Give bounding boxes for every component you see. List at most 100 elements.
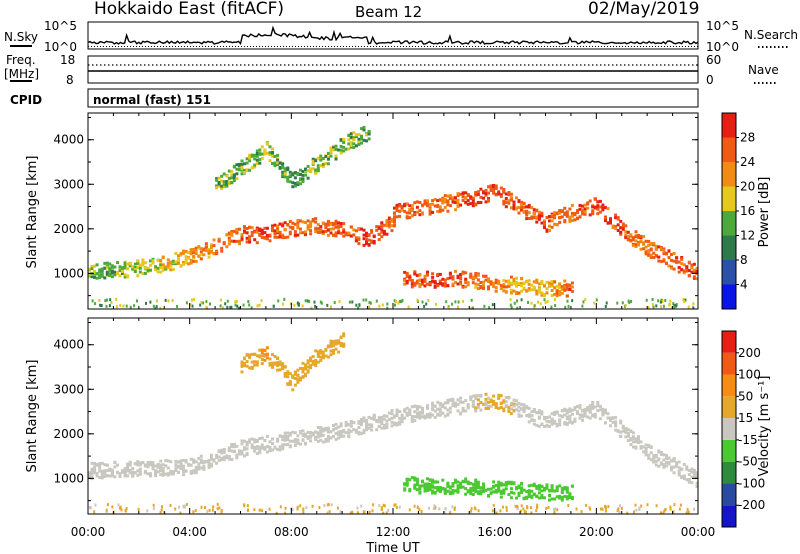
echo-cell [446, 408, 450, 412]
echo-cell [692, 275, 696, 279]
echo-cell [174, 463, 178, 467]
echo-cell [368, 301, 371, 305]
echo-cell [563, 494, 567, 498]
echo-cell [433, 280, 437, 284]
echo-cell [479, 195, 483, 199]
echo-cell [456, 194, 460, 197]
echo-cell [339, 422, 343, 426]
echo-cell [482, 484, 485, 488]
echo-cell [210, 462, 213, 466]
echo-cell [177, 254, 180, 258]
echo-cell [248, 240, 252, 244]
echo-cell [492, 402, 496, 406]
echo-cell [354, 239, 358, 243]
echo-cell [670, 258, 673, 262]
echo-cell [240, 159, 244, 163]
echo-cell [438, 407, 442, 411]
echo-cell [179, 467, 183, 471]
echo-cell [370, 423, 374, 427]
echo-cell [677, 270, 681, 274]
echo-cell [380, 235, 384, 239]
echo-cell [509, 303, 512, 307]
echo-cell [672, 471, 676, 475]
echo-cell [313, 300, 316, 304]
echo-cell [522, 202, 526, 206]
echo-cell [464, 280, 468, 284]
echo-cell [161, 467, 165, 470]
echo-cell [578, 215, 582, 219]
echo-cell [123, 471, 127, 475]
echo-cell [199, 303, 202, 307]
echo-cell [326, 228, 330, 232]
echo-cell [418, 201, 422, 204]
colorbar-tick-label: -200 [738, 498, 765, 512]
echo-cell [302, 511, 305, 515]
echo-cell [502, 285, 506, 289]
echo-cell [598, 405, 602, 408]
colorbar-tick-label: 200 [738, 346, 761, 360]
echo-cell [692, 268, 696, 272]
echo-cell [382, 232, 386, 236]
echo-cell [428, 415, 432, 419]
echo-cell [520, 504, 523, 508]
echo-cell [626, 428, 630, 432]
echo-cell [670, 253, 673, 256]
y-tick-label: 2000 [53, 222, 84, 236]
echo-cell [512, 408, 516, 412]
echo-cell [509, 192, 513, 196]
echo-cell [143, 271, 147, 275]
echo-cell [276, 357, 280, 360]
echo-cell [672, 252, 676, 255]
echo-cell [662, 259, 666, 263]
echo-cell [152, 507, 155, 511]
echo-cell [360, 431, 363, 435]
echo-cell [466, 283, 470, 287]
echo-cell [532, 408, 536, 411]
echo-cell [459, 400, 463, 404]
echo-cell [301, 434, 305, 437]
echo-cell [390, 409, 394, 412]
echo-cell [357, 133, 361, 137]
freq-label: Freq. [6, 53, 36, 67]
echo-cell [381, 303, 384, 307]
echo-cell [258, 148, 262, 152]
echo-cell [471, 204, 475, 208]
echo-cell [629, 438, 633, 442]
echo-cell [286, 370, 290, 374]
echo-cell [454, 478, 457, 482]
echo-cell [286, 375, 290, 379]
echo-cell [293, 176, 297, 180]
echo-cell [548, 229, 551, 232]
echo-cell [138, 266, 142, 270]
echo-cell [283, 434, 287, 438]
echo-cell [570, 214, 574, 218]
echo-cell [301, 304, 304, 308]
echo-cell [110, 269, 114, 273]
y-tick-label: 1000 [53, 471, 84, 485]
echo-cell [484, 407, 488, 410]
echo-cell [286, 235, 290, 239]
echo-cell [339, 344, 343, 348]
echo-cell [230, 443, 234, 446]
echo-cell [535, 220, 539, 224]
echo-cell [365, 428, 368, 432]
echo-cell [146, 465, 150, 469]
echo-cell [469, 398, 473, 402]
echo-cell [334, 147, 338, 151]
echo-cell [479, 408, 483, 412]
echo-cell [573, 419, 577, 423]
echo-cell [128, 461, 132, 465]
echo-cell [426, 270, 429, 274]
echo-cell [385, 426, 389, 429]
echo-cell [560, 486, 564, 490]
echo-cell [263, 446, 267, 450]
echo-cell [273, 355, 277, 358]
echo-cell [642, 445, 646, 449]
echo-cell [349, 511, 352, 515]
echo-cell [680, 257, 684, 261]
echo-cell [550, 215, 554, 219]
echo-cell [146, 472, 150, 476]
echo-cell [304, 434, 307, 438]
echo-cell [428, 206, 432, 210]
echo-cell [474, 285, 478, 289]
